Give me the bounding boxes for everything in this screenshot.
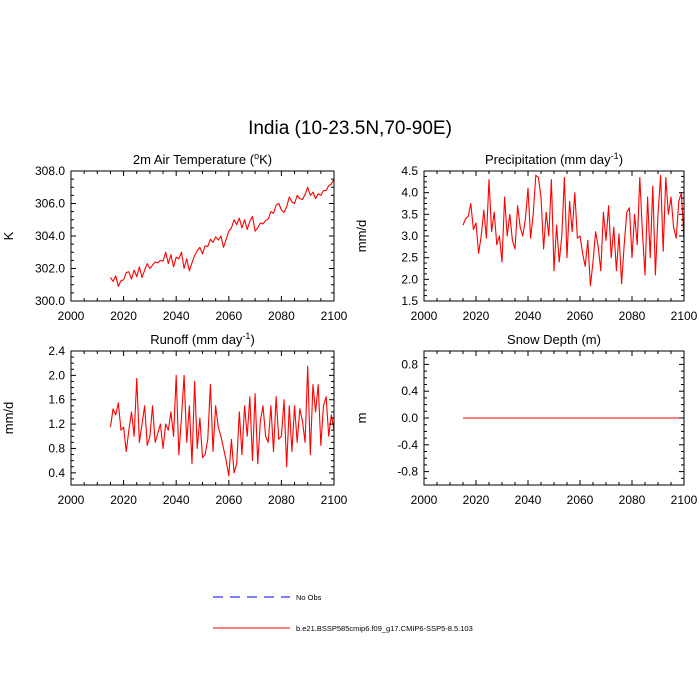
x-tick-label: 2080	[619, 309, 646, 323]
y-tick-label: 0.4	[48, 466, 65, 480]
panel-2: Precipitation (mm day-1) mm/d 2000 2020 2040…	[354, 151, 698, 323]
y-tick-label: 2.0	[48, 368, 65, 382]
x-tick-label: 2000	[411, 493, 438, 507]
y-tick-label: 4.0	[401, 186, 418, 200]
y-axis-label: K	[1, 231, 16, 240]
y-tick-label: -0.8	[397, 465, 418, 479]
y-tick-label: 2.4	[48, 344, 65, 358]
y-tick-label: 302.0	[35, 262, 65, 276]
x-tick-label: 2000	[58, 309, 85, 323]
y-tick-label: 0.0	[401, 411, 418, 425]
series-line	[109, 178, 335, 287]
panel-title: Precipitation (mm day-1)	[485, 151, 623, 167]
y-tick-label: 2.5	[401, 251, 418, 265]
y-axis-label: mm/d	[1, 402, 16, 435]
plot-frame	[70, 170, 335, 302]
y-tick-label: 308.0	[35, 164, 65, 178]
panel-3: Runoff (mm day-1) mm/d 2000 2020 2040 2060 208…	[1, 331, 348, 507]
legend: No Obs b.e21.BSSP585cmip6.f09_g17.CMIP6-S…	[213, 593, 473, 633]
y-tick-label: 3.5	[401, 207, 418, 221]
x-tick-label: 2020	[110, 309, 137, 323]
y-tick-label: 0.4	[401, 384, 418, 398]
x-tick-label: 2040	[515, 309, 542, 323]
x-tick-label: 2100	[321, 493, 348, 507]
x-tick-label: 2060	[567, 493, 594, 507]
series-line	[109, 365, 335, 477]
x-tick-label: 2100	[671, 493, 698, 507]
panel-title: 2m Air Temperature (oK)	[133, 151, 272, 167]
plot-frame	[70, 350, 335, 486]
y-tick-label: 304.0	[35, 229, 65, 243]
panel-title: Snow Depth (m)	[507, 332, 601, 347]
x-tick-label: 2040	[515, 493, 542, 507]
y-tick-label: 0.8	[401, 357, 418, 371]
figure-title: India (10-23.5N,70-90E)	[248, 118, 452, 139]
legend-label: b.e21.BSSP585cmip6.f09_g17.CMIP6-SSP5-8.…	[296, 624, 473, 633]
x-tick-label: 2060	[567, 309, 594, 323]
panel-title: Runoff (mm day-1)	[150, 331, 255, 347]
x-tick-label: 2020	[463, 493, 490, 507]
series-line	[462, 174, 685, 287]
x-tick-label: 2020	[110, 493, 137, 507]
y-tick-label: -0.4	[397, 438, 418, 452]
x-tick-label: 2020	[463, 309, 490, 323]
x-tick-label: 2060	[215, 309, 242, 323]
x-tick-label: 2040	[163, 493, 190, 507]
x-tick-label: 2100	[671, 309, 698, 323]
plot-frame	[423, 170, 685, 302]
y-tick-label: 1.6	[48, 393, 65, 407]
x-tick-label: 2040	[163, 309, 190, 323]
y-tick-label: 0.8	[48, 441, 65, 455]
x-tick-label: 2100	[321, 309, 348, 323]
y-tick-label: 300.0	[35, 294, 65, 308]
y-tick-label: 306.0	[35, 197, 65, 211]
x-tick-label: 2080	[619, 493, 646, 507]
x-tick-label: 2060	[215, 493, 242, 507]
panel-1: 2m Air Temperature (oK) K 2000 2020 2040 2060…	[1, 151, 348, 323]
x-tick-label: 2000	[58, 493, 85, 507]
y-tick-label: 1.5	[401, 294, 418, 308]
y-tick-label: 3.0	[401, 229, 418, 243]
panels: 2m Air Temperature (oK) K 2000 2020 2040 2060…	[1, 151, 698, 507]
x-tick-label: 2000	[411, 309, 438, 323]
x-tick-label: 2080	[268, 493, 295, 507]
legend-label: No Obs	[296, 593, 322, 602]
y-tick-label: 4.5	[401, 164, 418, 178]
y-tick-label: 2.0	[401, 272, 418, 286]
y-axis-label: m	[354, 413, 369, 424]
panel-4: Snow Depth (m) m 2000 2020 2040 2060 2080 2100 -…	[354, 332, 698, 507]
y-axis-label: mm/d	[354, 220, 369, 253]
x-tick-label: 2080	[268, 309, 295, 323]
y-tick-label: 1.2	[48, 417, 65, 431]
